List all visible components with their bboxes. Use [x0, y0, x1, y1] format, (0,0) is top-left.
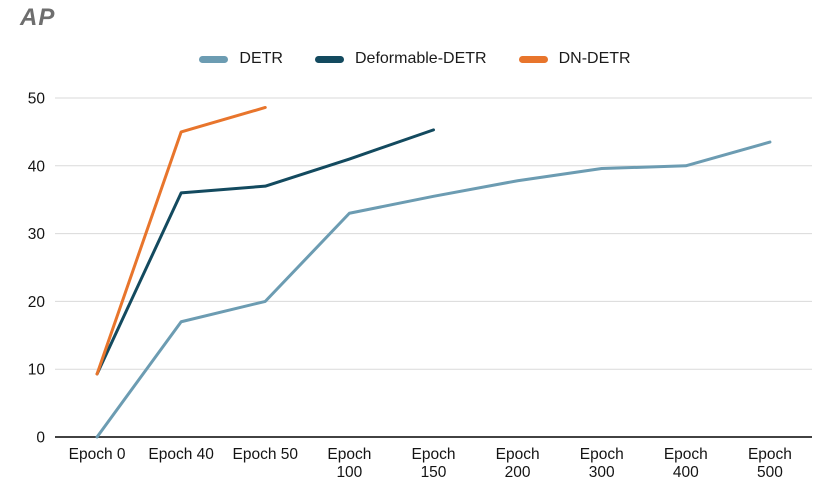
- chart-title: AP: [20, 4, 56, 31]
- x-tick-label-6: Epoch 300: [580, 446, 624, 481]
- x-tick-label-3: Epoch 100: [327, 446, 371, 481]
- y-tick-label-0: 0: [36, 430, 45, 447]
- y-tick-label-30: 30: [28, 226, 46, 243]
- legend-item-detr: DETR: [199, 50, 283, 68]
- legend-swatch-deformable-detr: [314, 55, 344, 63]
- series-line-deformable-detr: [95, 128, 435, 376]
- y-tick-label-40: 40: [28, 158, 46, 175]
- x-tick-label-4: Epoch 150: [412, 446, 456, 481]
- legend-label-deformable-detr: Deformable-DETR: [354, 50, 487, 67]
- legend-swatch-dn-detr: [518, 55, 548, 63]
- legend-label-detr: DETR: [239, 50, 283, 67]
- legend-item-dn-detr: DN-DETR: [518, 50, 631, 68]
- x-tick-label-7: Epoch 400: [664, 446, 708, 481]
- y-tick-label-10: 10: [28, 362, 46, 379]
- x-tick-label-5: Epoch 200: [496, 446, 540, 481]
- y-tick-label-20: 20: [28, 294, 46, 311]
- legend-item-deformable-detr: Deformable-DETR: [314, 50, 487, 68]
- y-tick-label-50: 50: [28, 91, 46, 108]
- x-tick-label-8: Epoch 500: [748, 446, 792, 481]
- x-tick-label-2: Epoch 50: [233, 446, 299, 463]
- x-tick-label-0: Epoch 0: [69, 446, 126, 463]
- legend: DETR Deformable-DETR DN-DETR: [0, 50, 830, 68]
- legend-label-dn-detr: DN-DETR: [558, 50, 631, 67]
- legend-swatch-detr: [199, 55, 229, 63]
- series-line-detr: [95, 140, 772, 439]
- series-line-dn-detr: [95, 105, 267, 376]
- x-tick-label-1: Epoch 40: [148, 446, 214, 463]
